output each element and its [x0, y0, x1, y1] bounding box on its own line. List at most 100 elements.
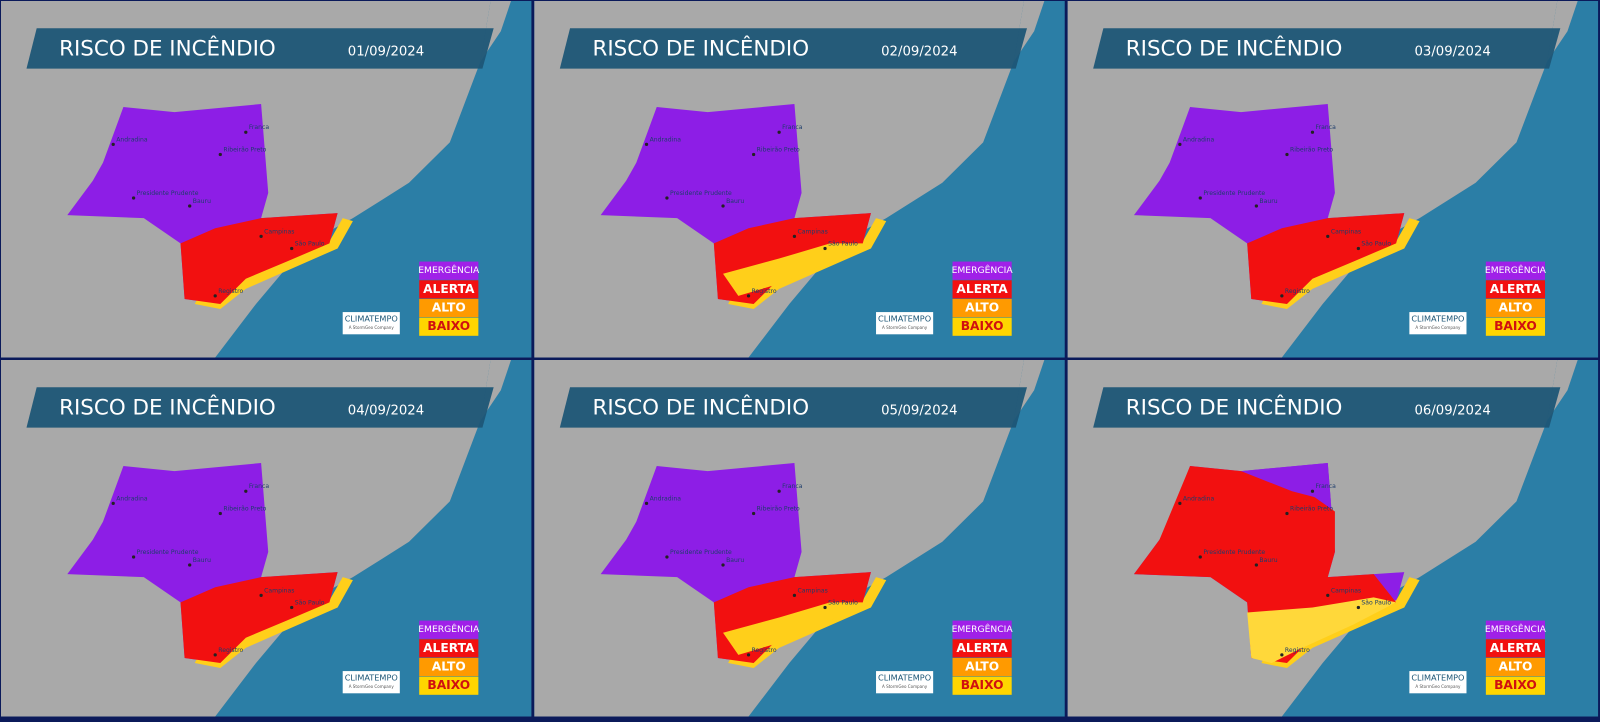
city-label: Andradina — [1183, 495, 1215, 502]
city-label: Ribeirão Preto — [757, 146, 800, 153]
title-banner — [1093, 28, 1561, 69]
city-dot — [746, 294, 751, 298]
logo-box — [876, 671, 934, 694]
city-label: Bauru — [193, 198, 211, 205]
city-dot — [665, 196, 669, 200]
legend-label: ALERTA — [423, 282, 475, 296]
city-label: Campinas — [264, 228, 294, 235]
map-panel: Andradina Franca Ribeirão Preto Presidente … — [1, 1, 532, 358]
city-label: Ribeirão Preto — [223, 505, 266, 512]
city-label: Ribeirão Preto — [757, 505, 800, 512]
title: RISCO DE INCÊNDIO — [1126, 36, 1343, 62]
title-banner — [1093, 387, 1561, 428]
city-dot — [665, 555, 669, 559]
title-banner — [559, 28, 1027, 69]
city-label: Presidente Prudente — [137, 190, 199, 197]
city-label: Presidente Prudente — [1203, 190, 1265, 197]
city-label: Presidente Prudente — [670, 549, 732, 556]
legend-label: EMERGÊNCIA — [418, 264, 480, 276]
legend-label: BAIXO — [961, 319, 1004, 333]
map-panel: Andradina Franca Ribeirão Preto Presidente … — [1067, 360, 1599, 717]
city-dot — [777, 489, 781, 493]
date: 05/09/2024 — [881, 404, 957, 419]
legend-swatch — [419, 639, 479, 658]
legend-label: BAIXO — [1494, 319, 1537, 333]
city-label: Campinas — [264, 587, 294, 594]
city-label: Franca — [1316, 483, 1337, 490]
legend-label: EMERGÊNCIA — [418, 623, 480, 635]
city-dot — [1326, 234, 1330, 238]
legend-label: EMERGÊNCIA — [952, 623, 1014, 635]
legend-swatch — [419, 657, 479, 677]
city-dot — [1356, 605, 1360, 610]
city-label: Bauru — [1259, 557, 1277, 564]
logo-box — [342, 312, 400, 335]
city-dot — [213, 653, 217, 657]
city-dot — [1198, 196, 1202, 200]
legend-swatch — [952, 657, 1012, 677]
legend-swatch — [1485, 280, 1546, 299]
city-label: São Paulo — [1361, 240, 1391, 247]
logo: CLIMATEMPO — [878, 314, 931, 324]
legend-label: ALERTA — [956, 282, 1008, 296]
logo-box — [342, 671, 400, 694]
legend-swatch — [419, 676, 479, 695]
city-dot — [823, 605, 827, 610]
city-dot — [752, 152, 756, 157]
city-dot — [1254, 204, 1258, 208]
city-dot — [131, 555, 136, 559]
title: RISCO DE INCÊNDIO — [592, 36, 809, 62]
city-dot — [1356, 246, 1360, 251]
zone-alto — [723, 243, 863, 296]
city-dot — [131, 196, 136, 200]
city-dot — [188, 204, 192, 208]
legend-swatch — [952, 620, 1012, 639]
city-label: São Paulo — [828, 240, 858, 247]
city-label: Andradina — [650, 495, 682, 502]
legend-swatch — [419, 280, 479, 299]
legend-label: BAIXO — [427, 678, 470, 692]
city-label: Andradina — [1183, 136, 1215, 143]
city-dot — [1310, 130, 1315, 134]
legend-label: EMERGÊNCIA — [952, 264, 1014, 276]
date: 01/09/2024 — [348, 45, 424, 60]
date: 02/09/2024 — [881, 45, 957, 60]
legend-label: ALTO — [1498, 660, 1532, 674]
city-dot — [823, 246, 827, 251]
city-dot — [218, 511, 222, 516]
city-label: Andradina — [116, 495, 148, 502]
city-dot — [1285, 511, 1289, 516]
city-dot — [1285, 152, 1289, 157]
city-dot — [111, 142, 115, 147]
city-label: Campinas — [1331, 587, 1361, 594]
city-label: São Paulo — [295, 240, 325, 247]
city-label: Franca — [782, 124, 803, 131]
city-label: Ribeirão Preto — [1290, 505, 1333, 512]
legend-swatch — [952, 261, 1012, 280]
city-label: Ribeirão Preto — [223, 146, 266, 153]
logo-tagline: A StormGeo Company — [1415, 684, 1461, 689]
logo-tagline: A StormGeo Company — [1415, 325, 1461, 330]
logo: CLIMATEMPO — [345, 314, 398, 324]
city-dot — [259, 593, 263, 597]
zone-alerta — [180, 572, 338, 663]
city-label: Registro — [218, 647, 243, 654]
logo: CLIMATEMPO — [1411, 673, 1464, 683]
city-label: Registro — [752, 288, 777, 295]
legend-label: ALTO — [965, 660, 999, 674]
logo-box — [1409, 671, 1467, 694]
map-panel: Andradina Franca Ribeirão Preto Presidente … — [534, 360, 1065, 717]
legend-label: ALTO — [965, 301, 999, 315]
city-dot — [1280, 653, 1284, 657]
city-label: Andradina — [650, 136, 682, 143]
legend-swatch — [1485, 620, 1546, 639]
zone-baixo — [1247, 597, 1397, 663]
legend-swatch — [1485, 676, 1546, 695]
legend-swatch — [1485, 298, 1546, 318]
city-dot — [644, 142, 649, 147]
city-dot — [290, 246, 294, 251]
legend-label: ALERTA — [956, 641, 1008, 655]
legend-label: ALERTA — [423, 641, 475, 655]
city-dot — [244, 489, 248, 493]
logo-box — [876, 312, 934, 335]
